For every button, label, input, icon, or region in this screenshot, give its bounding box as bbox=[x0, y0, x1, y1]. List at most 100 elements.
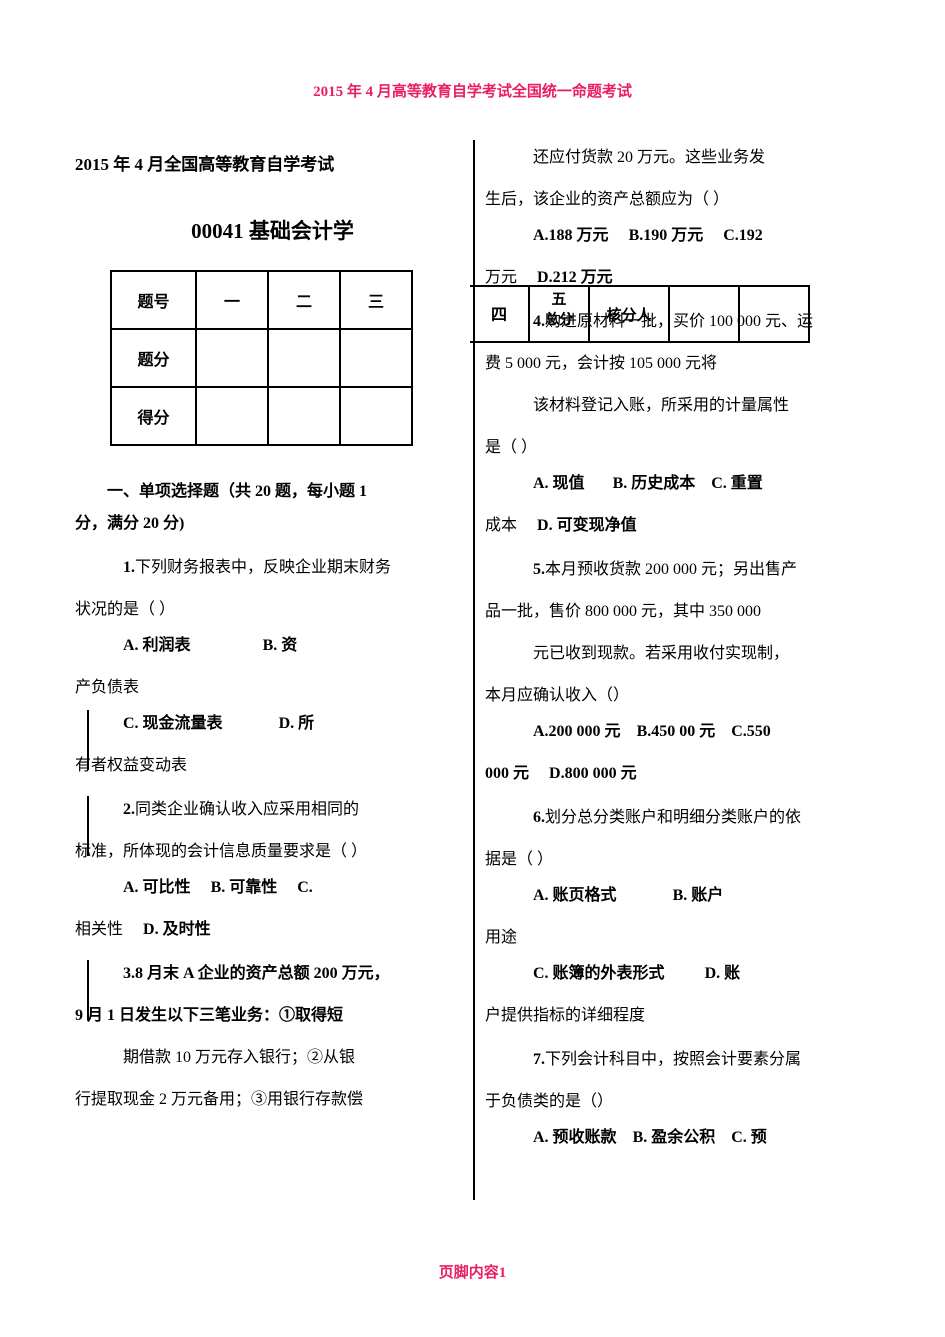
col-header: 一 bbox=[196, 271, 268, 329]
table-row: 题号 一 二 三 bbox=[111, 271, 412, 329]
option-c: C. 重置 bbox=[711, 475, 763, 492]
option-c: C. bbox=[297, 879, 313, 896]
option-a: A. 现值 bbox=[533, 475, 585, 492]
q-num: 3. bbox=[123, 965, 135, 982]
q-num: 1. bbox=[123, 559, 135, 576]
q-num: 4. bbox=[533, 313, 545, 330]
q-text: 8 月末 A 企业的资产总额 200 万元， bbox=[135, 965, 390, 982]
option-a: A. 账页格式 bbox=[533, 887, 617, 904]
marker-line bbox=[87, 960, 89, 1020]
option-a: A. 预收账款 bbox=[533, 1129, 617, 1146]
row-label: 题分 bbox=[111, 329, 196, 387]
question-3: 3.8 月末 A 企业的资产总额 200 万元， 9 月 1 日发生以下三笔业务… bbox=[75, 958, 470, 1116]
options: C. 账簿的外表形式 D. 账 bbox=[485, 958, 875, 990]
cell bbox=[196, 387, 268, 445]
option-b: B.450 00 元 bbox=[637, 723, 716, 740]
q-text: 购进原材料一批，买价 100 000 元、运 bbox=[545, 313, 813, 330]
option-b: B. 账户 bbox=[673, 887, 724, 904]
right-column: 还应付货款 20 万元。这些业务发 生后，该企业的资产总额应为（ ） A.188… bbox=[485, 140, 875, 1154]
options: A. 账页格式 B. 账户 bbox=[485, 880, 875, 912]
q-text: 据是（ ） bbox=[485, 844, 875, 876]
options: A.188 万元 B.190 万元 C.192 bbox=[485, 220, 875, 252]
option-d: D. 所 bbox=[279, 715, 315, 732]
cell bbox=[196, 329, 268, 387]
row-label: 题号 bbox=[111, 271, 196, 329]
options: A. 现值 B. 历史成本 C. 重置 bbox=[485, 468, 875, 500]
options: 相关性 D. 及时性 bbox=[75, 914, 470, 946]
q-text: 于负债类的是（） bbox=[485, 1086, 875, 1118]
option-a: A. 利润表 bbox=[123, 637, 191, 654]
left-column: 2015 年 4 月全国高等教育自学考试 00041 基础会计学 题号 一 二 … bbox=[75, 140, 470, 1116]
cell bbox=[340, 329, 412, 387]
q-num: 6. bbox=[533, 809, 545, 826]
q-text: 9 月 1 日发生以下三笔业务：①取得短 bbox=[75, 1000, 470, 1032]
q-text: 标准，所体现的会计信息质量要求是（ ） bbox=[75, 836, 470, 868]
option-d: D. 及时性 bbox=[143, 921, 211, 938]
option-b: B.190 万元 bbox=[629, 227, 704, 244]
option-c-cont: 相关性 bbox=[75, 921, 123, 938]
option-d: D. 可变现净值 bbox=[537, 517, 637, 534]
q-num: 5. bbox=[533, 561, 545, 578]
option-a: A.188 万元 bbox=[533, 227, 609, 244]
q-num: 2. bbox=[123, 801, 135, 818]
exam-title: 2015 年 4 月全国高等教育自学考试 bbox=[75, 150, 470, 175]
option-b: B. 可靠性 bbox=[211, 879, 278, 896]
option-c: C. 账簿的外表形式 bbox=[533, 965, 665, 982]
section-title: 分，满分 20 分) bbox=[75, 508, 470, 540]
marker-line bbox=[87, 710, 89, 770]
content-area: 2015 年 4 月全国高等教育自学考试 00041 基础会计学 题号 一 二 … bbox=[75, 140, 870, 1200]
q-text: 同类企业确认收入应采用相同的 bbox=[135, 801, 359, 818]
col-header: 三 bbox=[340, 271, 412, 329]
table-row: 题分 bbox=[111, 329, 412, 387]
option-c: C. 预 bbox=[731, 1129, 767, 1146]
q-num: 7. bbox=[533, 1051, 545, 1068]
q-text: 元已收到现款。若采用收付实现制， bbox=[485, 638, 875, 670]
option-a: A. 可比性 bbox=[123, 879, 191, 896]
option-c: C.550 bbox=[731, 723, 771, 740]
q-text: 下列财务报表中，反映企业期末财务 bbox=[135, 559, 391, 576]
option-d-cont: 有者权益变动表 bbox=[75, 750, 470, 782]
options: C. 现金流量表 D. 所 bbox=[75, 708, 470, 740]
option-a: A.200 000 元 bbox=[533, 723, 621, 740]
options: 000 元 D.800 000 元 bbox=[485, 758, 875, 790]
table-row: 得分 bbox=[111, 387, 412, 445]
option-b-cont: 产负债表 bbox=[75, 672, 470, 704]
q-text: 行提取现金 2 万元备用；③用银行存款偿 bbox=[75, 1084, 470, 1116]
options: A. 预收账款 B. 盈余公积 C. 预 bbox=[485, 1122, 875, 1154]
option-d: D.800 000 元 bbox=[549, 765, 637, 782]
q-text: 下列会计科目中，按照会计要素分属 bbox=[545, 1051, 801, 1068]
options: A. 可比性 B. 可靠性 C. bbox=[75, 872, 470, 904]
question-1: 1.下列财务报表中，反映企业期末财务 状况的是（ ） A. 利润表 B. 资 产… bbox=[75, 552, 470, 782]
col-header: 二 bbox=[268, 271, 340, 329]
options: 成本 D. 可变现净值 bbox=[485, 510, 875, 542]
q-text: 费 5 000 元，会计按 105 000 元将 bbox=[485, 348, 875, 380]
question-5: 5.本月预收货款 200 000 元；另出售产 品一批，售价 800 000 元… bbox=[485, 554, 875, 790]
question-7: 7.下列会计科目中，按照会计要素分属 于负债类的是（） A. 预收账款 B. 盈… bbox=[485, 1044, 875, 1154]
options: A.200 000 元 B.450 00 元 C.550 bbox=[485, 716, 875, 748]
option-d: D. 账 bbox=[705, 965, 741, 982]
options: A. 利润表 B. 资 bbox=[75, 630, 470, 662]
section-title: 一、单项选择题（共 20 题，每小题 1 bbox=[75, 476, 470, 508]
q-text: 划分总分类账户和明细分类账户的依 bbox=[545, 809, 801, 826]
q3-cont: 生后，该企业的资产总额应为（ ） bbox=[485, 184, 875, 216]
q-text: 该材料登记入账，所采用的计量属性 bbox=[485, 390, 875, 422]
page-header: 2015 年 4 月高等教育自学考试全国统一命题考试 bbox=[0, 80, 945, 101]
q-text: 品一批，售价 800 000 元，其中 350 000 bbox=[485, 596, 875, 628]
q-text: 期借款 10 万元存入银行；②从银 bbox=[75, 1042, 470, 1074]
page-footer: 页脚内容1 bbox=[0, 1261, 945, 1282]
course-title: 00041 基础会计学 bbox=[75, 215, 470, 245]
option-d: D.212 万元 bbox=[537, 269, 613, 286]
question-2: 2.同类企业确认收入应采用相同的 标准，所体现的会计信息质量要求是（ ） A. … bbox=[75, 794, 470, 946]
question-4: 4.购进原材料一批，买价 100 000 元、运 费 5 000 元，会计按 1… bbox=[485, 306, 875, 542]
marker-line bbox=[87, 796, 89, 856]
option-b-cont: 用途 bbox=[485, 922, 875, 954]
q3-cont: 还应付货款 20 万元。这些业务发 bbox=[485, 142, 875, 174]
row-label: 得分 bbox=[111, 387, 196, 445]
score-table: 题号 一 二 三 题分 得分 bbox=[110, 270, 413, 446]
q-text: 本月预收货款 200 000 元；另出售产 bbox=[545, 561, 797, 578]
cell bbox=[268, 387, 340, 445]
q-text: 是（ ） bbox=[485, 432, 875, 464]
cell bbox=[268, 329, 340, 387]
cell bbox=[340, 387, 412, 445]
option-c: C. 现金流量表 bbox=[123, 715, 223, 732]
